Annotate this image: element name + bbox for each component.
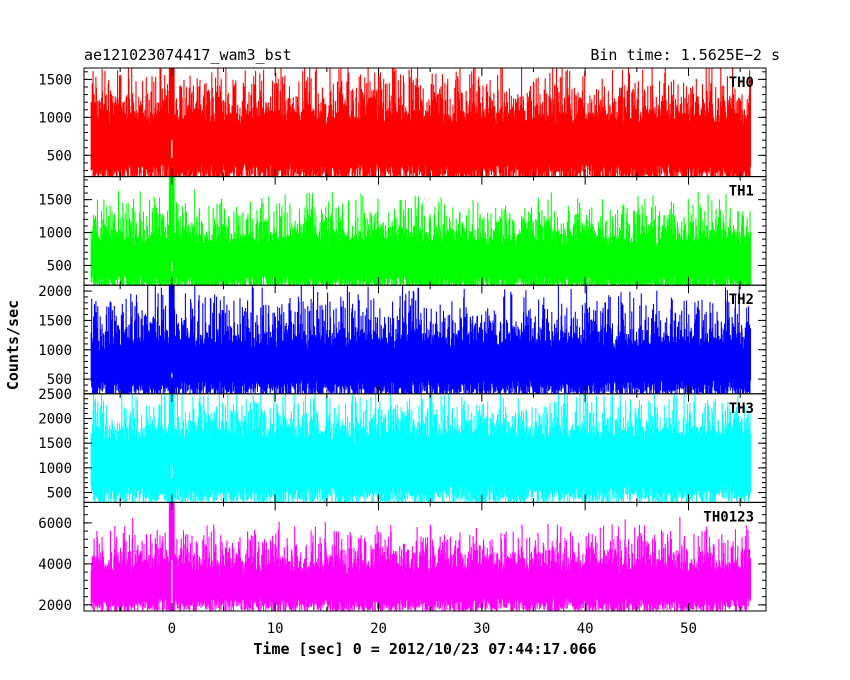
series-line-th3 xyxy=(90,393,752,503)
y-axis-label: Counts/sec xyxy=(4,300,22,390)
chart-title-right: Bin time: 1.5625E−2 s xyxy=(590,46,780,64)
x-tick-label: 10 xyxy=(267,621,284,637)
y-tick-label: 1500 xyxy=(38,72,72,88)
panel-label-th2: TH2 xyxy=(729,292,754,308)
x-tick-label: 40 xyxy=(577,621,594,637)
chart-title-left: ae121023074417_wam3_bst xyxy=(84,46,292,64)
panel-label-th0123: TH0123 xyxy=(703,509,754,525)
y-tick-label: 1500 xyxy=(38,313,72,329)
y-tick-label: 2000 xyxy=(38,598,72,614)
y-tick-label: 500 xyxy=(47,372,72,388)
y-tick-label: 4000 xyxy=(38,557,72,573)
panel-th1: 500 1000 1500 TH1 xyxy=(38,176,767,286)
y-tick-label: 1000 xyxy=(38,226,72,242)
panel-label-th0: TH0 xyxy=(729,75,754,91)
panel-frame-th0123 xyxy=(83,501,767,612)
x-tick-label: 0 xyxy=(168,621,176,637)
y-tick-label: 6000 xyxy=(38,516,72,532)
y-tick-label: 1000 xyxy=(38,343,72,359)
series-line-th0123 xyxy=(90,502,752,611)
y-tick-label: 1000 xyxy=(38,110,72,126)
x-tick-label: 30 xyxy=(473,621,490,637)
y-tick-label: 1500 xyxy=(38,436,72,452)
y-tick-label: 1500 xyxy=(38,193,72,209)
panel-th2: 500 1000 1500 2000 TH2 xyxy=(38,284,767,395)
x-axis-label: Time [sec] 0 = 2012/10/23 07:44:17.066 xyxy=(253,640,596,658)
panel-label-th1: TH1 xyxy=(729,184,754,200)
y-tick-label: 2000 xyxy=(38,284,72,300)
x-tick-label: 20 xyxy=(370,621,387,637)
series-line-th0 xyxy=(90,68,752,177)
y-tick-label: 500 xyxy=(47,258,72,274)
series-line-th2 xyxy=(90,285,752,394)
y-tick-label: 2000 xyxy=(38,411,72,427)
x-tick-label: 50 xyxy=(680,621,697,637)
y-tick-label: 500 xyxy=(47,486,72,502)
panel-th3: 500 1000 1500 2000 2500 TH3 xyxy=(38,387,767,503)
panel-th0123: 2000 4000 6000 TH0123 xyxy=(38,501,767,614)
series-line-th1 xyxy=(90,176,752,286)
y-tick-label: 500 xyxy=(47,148,72,164)
y-tick-label: 1000 xyxy=(38,461,72,477)
y-tick-label: 2500 xyxy=(38,387,72,403)
panel-label-th3: TH3 xyxy=(729,401,754,417)
panel-th0: 500 1000 1500 TH0 xyxy=(38,67,767,178)
